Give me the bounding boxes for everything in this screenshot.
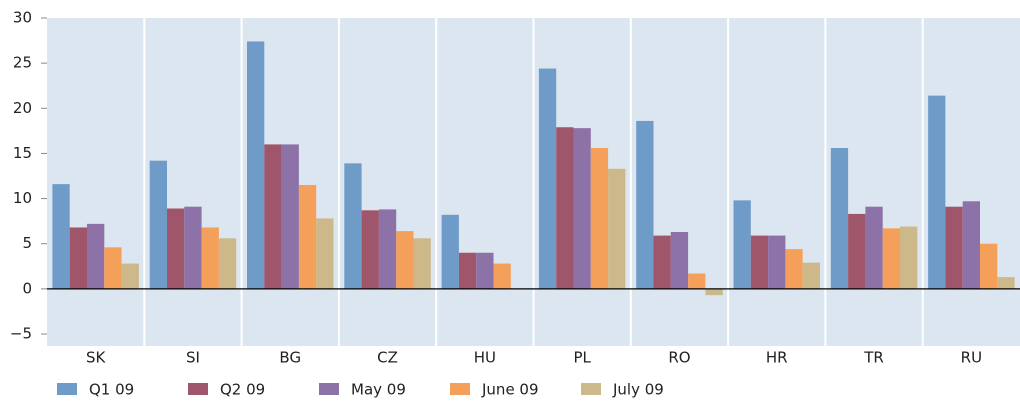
x-tick-label: CZ (377, 349, 398, 367)
bar (733, 200, 751, 289)
y-tick-label: 0 (22, 279, 32, 297)
y-tick-label: −5 (10, 325, 32, 343)
x-tick-label: RO (668, 349, 690, 367)
bar (167, 208, 185, 289)
y-tick-label: 25 (13, 54, 32, 72)
legend-swatch (57, 383, 77, 395)
bar (201, 227, 219, 289)
bar (476, 252, 494, 289)
bar (378, 209, 397, 289)
bar (980, 243, 998, 289)
bar (670, 231, 689, 289)
x-tick-label: HR (766, 349, 788, 367)
x-tick-label: BG (279, 349, 301, 367)
bar (705, 288, 723, 296)
bar (87, 223, 105, 289)
bar (882, 228, 900, 289)
bar (538, 68, 557, 289)
legend-swatch (188, 383, 208, 395)
legend-label: Q1 09 (89, 381, 134, 399)
bar (458, 252, 477, 289)
bar (900, 226, 918, 289)
bar (556, 127, 574, 289)
bar (298, 185, 317, 289)
bar (441, 214, 459, 289)
y-tick-label: 15 (13, 144, 32, 162)
bar (636, 120, 654, 289)
bar (361, 210, 379, 289)
x-tick-label: PL (573, 349, 591, 367)
bar (413, 238, 431, 289)
bar (149, 160, 167, 289)
bar (573, 128, 591, 289)
bar (865, 206, 883, 289)
bar (785, 249, 803, 289)
bar (768, 235, 786, 289)
legend-label: July 09 (612, 381, 664, 399)
bar (848, 213, 866, 289)
bar (802, 262, 820, 289)
bar (316, 218, 334, 289)
bar (344, 163, 362, 289)
x-tick-label: SK (86, 349, 107, 367)
legend-label: May 09 (351, 381, 406, 399)
bar (493, 263, 511, 289)
x-tick-label: RU (961, 349, 982, 367)
bar (218, 238, 237, 289)
x-tick-label: TR (863, 349, 884, 367)
bar (945, 206, 963, 289)
bar (52, 184, 70, 289)
bar (590, 148, 609, 289)
bar (396, 231, 414, 289)
bar (121, 263, 139, 289)
bar (608, 168, 626, 289)
bar (247, 41, 265, 289)
legend-swatch (319, 383, 339, 395)
bar (928, 95, 946, 289)
bar (688, 273, 706, 289)
legend-swatch (581, 383, 601, 395)
legend-label: June 09 (481, 381, 539, 399)
bar (104, 247, 122, 289)
y-tick-label: 5 (22, 234, 32, 252)
bar (997, 277, 1015, 289)
bar (962, 201, 980, 289)
x-tick-label: SI (186, 349, 200, 367)
y-tick-label: 20 (13, 99, 32, 117)
legend-label: Q2 09 (220, 381, 265, 399)
y-tick-label: 30 (13, 9, 32, 27)
bar (184, 206, 202, 289)
bar (264, 144, 282, 289)
y-tick-label: 10 (13, 189, 32, 207)
legend-swatch (450, 383, 470, 395)
bar (281, 144, 299, 289)
bar (830, 148, 849, 289)
x-tick-label: HU (474, 349, 496, 367)
bar (750, 235, 769, 289)
bar (653, 235, 671, 289)
bar (69, 227, 87, 289)
